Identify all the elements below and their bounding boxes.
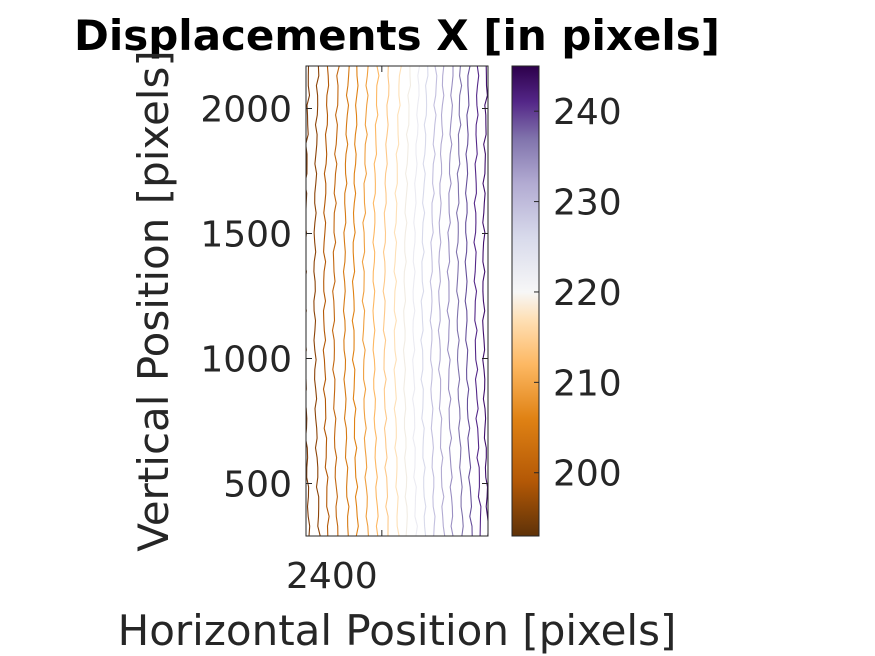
contour-line-210 [372,66,380,536]
contour-line-230 [464,66,473,536]
y-axis-label: Vertical Position [pixels] [129,50,178,552]
contour-line-228 [455,66,464,536]
contour-line-204 [342,66,350,536]
contour-line-234 [482,66,488,536]
contour-line-226 [446,66,454,536]
contour-line-214 [393,66,402,536]
contour-line-216 [402,66,412,536]
colorbar-tick-label-200: 200 [553,454,622,495]
contour-line-198 [313,66,321,536]
colorbar-tick-label-210: 210 [553,363,622,404]
axis-ticks: 500 1000 1500 2000 2400 [200,66,488,597]
contour-lines [306,66,488,536]
y-tick-label-1000: 1000 [200,340,292,381]
plot-area-frame [305,65,489,537]
contour-line-200 [322,66,330,536]
chart-title: Displacements X [in pixels] [74,11,720,60]
contour-line-232 [473,66,482,536]
contour-line-224 [437,66,446,536]
colorbar-ticks: 200 210 220 230 240 [534,92,622,495]
y-tick-label-1500: 1500 [200,215,292,256]
colorbar-tick-label-240: 240 [553,92,622,133]
contour-line-208 [361,66,369,536]
contour-line-196 [306,66,311,536]
contour-line-206 [351,66,359,536]
colorbar-tick-label-220: 220 [553,273,622,314]
y-tick-label-500: 500 [223,465,292,506]
contour-line-212 [382,66,390,536]
x-axis-label: Horizontal Position [pixels] [118,606,677,655]
contour-line-218 [412,66,421,536]
contour-line-220 [420,66,429,536]
x-tick-label-2400: 2400 [286,556,378,597]
contour-line-202 [331,66,340,536]
y-tick-label-2000: 2000 [200,90,292,131]
colorbar-tick-label-230: 230 [553,183,622,224]
contour-line-222 [429,66,438,536]
colorbar [511,65,540,537]
